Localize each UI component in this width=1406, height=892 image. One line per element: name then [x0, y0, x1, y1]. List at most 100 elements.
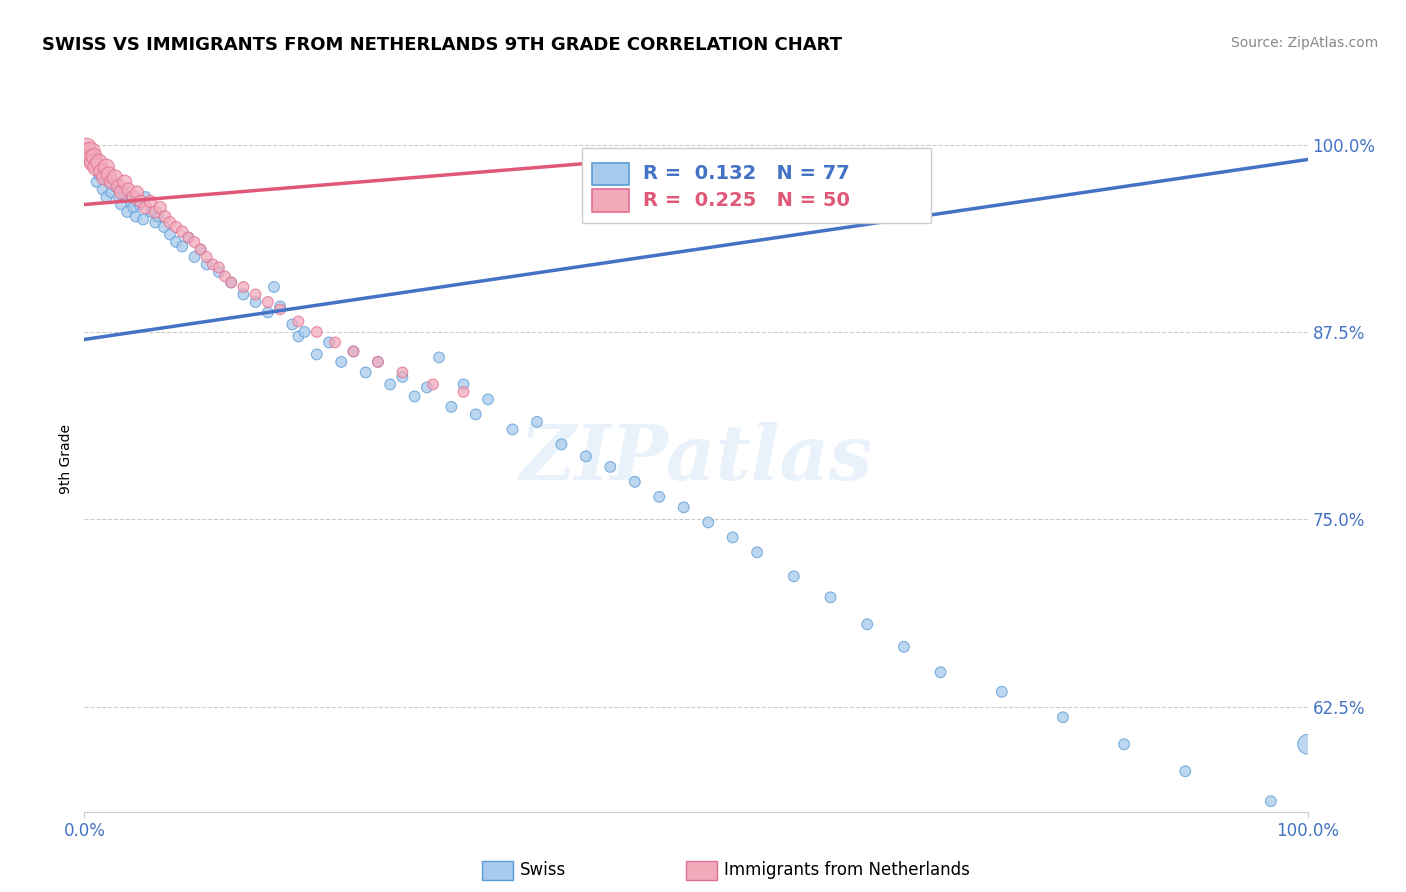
- Point: [269, 300, 291, 314]
- Point: [477, 392, 499, 407]
- Point: [190, 243, 212, 257]
- Text: Immigrants from Netherlands: Immigrants from Netherlands: [724, 861, 970, 879]
- Point: [416, 380, 439, 394]
- Point: [380, 377, 402, 392]
- Point: [305, 325, 328, 339]
- Text: Source: ZipAtlas.com: Source: ZipAtlas.com: [1230, 36, 1378, 50]
- Point: [112, 186, 135, 200]
- Point: [404, 389, 426, 403]
- Point: [141, 205, 163, 219]
- Point: [453, 377, 475, 392]
- Point: [87, 155, 110, 169]
- Point: [80, 153, 103, 167]
- Point: [97, 168, 120, 182]
- Point: [856, 617, 879, 632]
- Point: [232, 280, 254, 294]
- Point: [110, 197, 132, 211]
- Point: [172, 225, 194, 239]
- Point: [257, 295, 280, 310]
- Point: [190, 243, 212, 257]
- Point: [354, 366, 377, 380]
- Bar: [592, 189, 628, 212]
- Point: [550, 437, 572, 451]
- Point: [330, 355, 353, 369]
- Point: [83, 160, 105, 174]
- Y-axis label: 9th Grade: 9th Grade: [59, 425, 73, 494]
- Point: [672, 500, 695, 515]
- Point: [77, 149, 100, 163]
- Point: [648, 490, 671, 504]
- Point: [502, 422, 524, 436]
- Point: [599, 459, 621, 474]
- Point: [427, 351, 450, 365]
- Point: [422, 377, 444, 392]
- Point: [153, 219, 176, 234]
- Point: [114, 175, 136, 189]
- Point: [153, 210, 176, 224]
- Point: [195, 250, 218, 264]
- Point: [122, 190, 145, 204]
- Point: [117, 182, 139, 196]
- Point: [79, 153, 101, 167]
- Point: [76, 140, 98, 154]
- Point: [440, 400, 463, 414]
- Point: [287, 329, 309, 343]
- Point: [77, 145, 100, 159]
- Point: [208, 265, 231, 279]
- Point: [1174, 764, 1197, 779]
- Point: [125, 186, 148, 200]
- Point: [305, 347, 328, 361]
- Point: [146, 210, 169, 224]
- Point: [232, 287, 254, 301]
- Point: [177, 230, 200, 244]
- Point: [219, 276, 242, 290]
- Point: [135, 201, 157, 215]
- Point: [91, 182, 114, 196]
- Point: [323, 335, 346, 350]
- Point: [214, 269, 236, 284]
- Point: [100, 175, 122, 189]
- Point: [86, 175, 108, 189]
- Point: [391, 370, 413, 384]
- Point: [208, 260, 231, 275]
- Point: [257, 305, 280, 319]
- Point: [107, 179, 129, 194]
- Point: [159, 227, 181, 242]
- Point: [107, 190, 129, 204]
- Point: [79, 145, 101, 159]
- Point: [90, 164, 112, 178]
- Point: [747, 545, 769, 559]
- Point: [97, 175, 120, 189]
- Point: [342, 344, 364, 359]
- Point: [82, 155, 104, 169]
- FancyBboxPatch shape: [582, 148, 931, 223]
- Point: [453, 384, 475, 399]
- Point: [294, 325, 316, 339]
- Point: [697, 516, 720, 530]
- Point: [143, 215, 166, 229]
- Point: [183, 250, 205, 264]
- Point: [721, 530, 744, 544]
- Text: ZIPatlas: ZIPatlas: [519, 423, 873, 496]
- Point: [991, 685, 1014, 699]
- Point: [104, 170, 127, 185]
- Point: [132, 212, 155, 227]
- Bar: [592, 162, 628, 186]
- Point: [110, 186, 132, 200]
- Point: [391, 366, 413, 380]
- Point: [104, 179, 127, 194]
- Text: R =  0.132   N = 77: R = 0.132 N = 77: [644, 164, 851, 184]
- Point: [201, 257, 224, 271]
- Point: [139, 194, 162, 209]
- Point: [526, 415, 548, 429]
- Point: [159, 215, 181, 229]
- Point: [575, 450, 598, 464]
- Point: [1052, 710, 1074, 724]
- Point: [367, 355, 389, 369]
- Point: [165, 219, 187, 234]
- Point: [135, 190, 157, 204]
- Point: [86, 160, 108, 174]
- Point: [367, 355, 389, 369]
- Point: [129, 194, 152, 209]
- Point: [83, 149, 105, 163]
